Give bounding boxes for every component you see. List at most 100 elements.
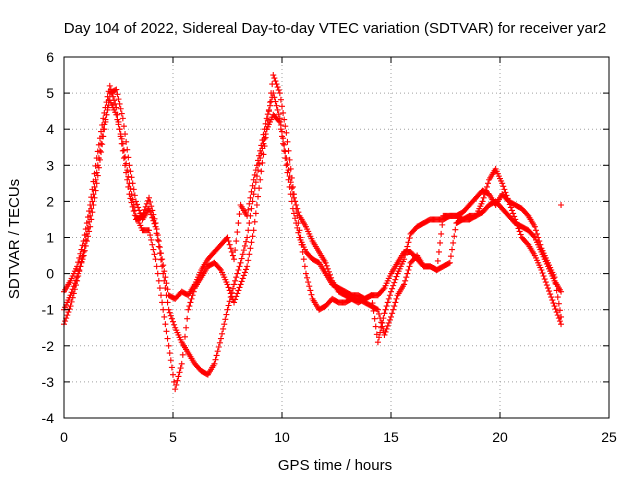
data-point	[324, 265, 331, 272]
data-point	[123, 138, 130, 145]
data-point	[238, 255, 245, 262]
grid-lines	[64, 57, 609, 418]
data-point	[261, 143, 268, 150]
data-point	[171, 321, 178, 328]
data-point	[252, 210, 259, 217]
data-point	[130, 208, 137, 215]
data-point	[283, 155, 290, 162]
data-point	[102, 104, 109, 111]
data-point	[90, 191, 97, 198]
data-point	[116, 126, 123, 133]
data-point	[168, 315, 175, 322]
data-point	[553, 287, 560, 294]
data-point	[88, 194, 95, 201]
data-point	[405, 239, 412, 246]
y-tick-label: 2	[46, 193, 54, 209]
data-point	[161, 313, 168, 320]
data-point	[250, 176, 257, 183]
data-point	[84, 214, 91, 221]
data-point	[232, 247, 239, 254]
data-point	[300, 256, 307, 263]
data-point	[289, 183, 296, 190]
data-point	[158, 292, 165, 299]
data-point	[251, 171, 258, 178]
data-point	[154, 232, 161, 239]
data-point	[122, 153, 129, 160]
data-point	[287, 179, 294, 186]
data-point	[295, 209, 302, 216]
data-point	[220, 325, 227, 332]
data-point	[389, 285, 396, 292]
data-point	[388, 288, 394, 295]
data-point	[273, 81, 280, 88]
data-point	[223, 311, 230, 318]
data-point	[89, 186, 96, 193]
chart-title: Day 104 of 2022, Sidereal Day-to-day VTE…	[64, 20, 606, 37]
data-point	[103, 99, 110, 106]
data-point	[255, 193, 262, 200]
x-axis-label: GPS time / hours	[278, 457, 392, 474]
data-marks	[61, 72, 565, 393]
data-point	[272, 98, 279, 105]
data-point	[175, 373, 182, 380]
data-point	[514, 222, 521, 229]
data-point	[253, 202, 260, 209]
data-point	[72, 282, 79, 289]
data-point	[233, 238, 240, 245]
data-point	[257, 176, 264, 183]
data-point	[325, 268, 332, 275]
data-point	[185, 306, 192, 313]
data-point	[322, 259, 329, 266]
data-point	[542, 279, 549, 286]
data-point	[376, 310, 383, 317]
data-point	[226, 287, 233, 294]
data-point	[280, 135, 287, 142]
data-point	[166, 350, 173, 357]
data-point	[134, 201, 141, 208]
data-point	[406, 235, 413, 242]
data-point	[558, 288, 565, 295]
data-point	[249, 198, 256, 205]
data-point	[129, 203, 136, 210]
data-point	[162, 274, 169, 281]
data-point	[393, 273, 400, 280]
data-point	[279, 103, 285, 110]
data-point	[124, 176, 131, 183]
data-point	[374, 306, 381, 313]
x-tick-label: 10	[274, 429, 290, 445]
data-point	[554, 294, 561, 301]
data-point	[294, 205, 301, 212]
data-point	[224, 306, 231, 313]
data-point	[108, 90, 115, 97]
data-point	[401, 256, 408, 263]
data-point	[164, 335, 171, 342]
data-point	[236, 263, 243, 270]
data-point	[274, 106, 281, 113]
data-point	[172, 386, 179, 393]
data-point	[367, 292, 374, 299]
axis-ticks: 0 5 10 15 20 25 -4 -3 -2 -1 0 1 2 3 4 5 6	[42, 49, 617, 445]
data-point	[251, 218, 258, 225]
data-point	[554, 312, 561, 319]
data-point	[280, 140, 287, 147]
data-point	[292, 198, 299, 205]
data-point	[86, 208, 93, 215]
data-point	[272, 78, 279, 85]
data-point	[158, 256, 165, 263]
data-point	[276, 90, 283, 97]
data-point	[282, 123, 289, 130]
data-point	[515, 225, 522, 232]
data-point	[119, 147, 126, 154]
data-point	[390, 306, 397, 313]
data-point	[256, 152, 263, 159]
data-point	[323, 262, 330, 269]
data-point	[299, 248, 306, 255]
data-point	[260, 131, 267, 138]
data-point	[127, 195, 134, 202]
data-point	[106, 82, 113, 89]
data-point	[271, 75, 278, 82]
data-point	[186, 303, 193, 310]
data-point	[252, 167, 259, 174]
data-point	[126, 191, 133, 198]
data-point	[130, 186, 137, 193]
